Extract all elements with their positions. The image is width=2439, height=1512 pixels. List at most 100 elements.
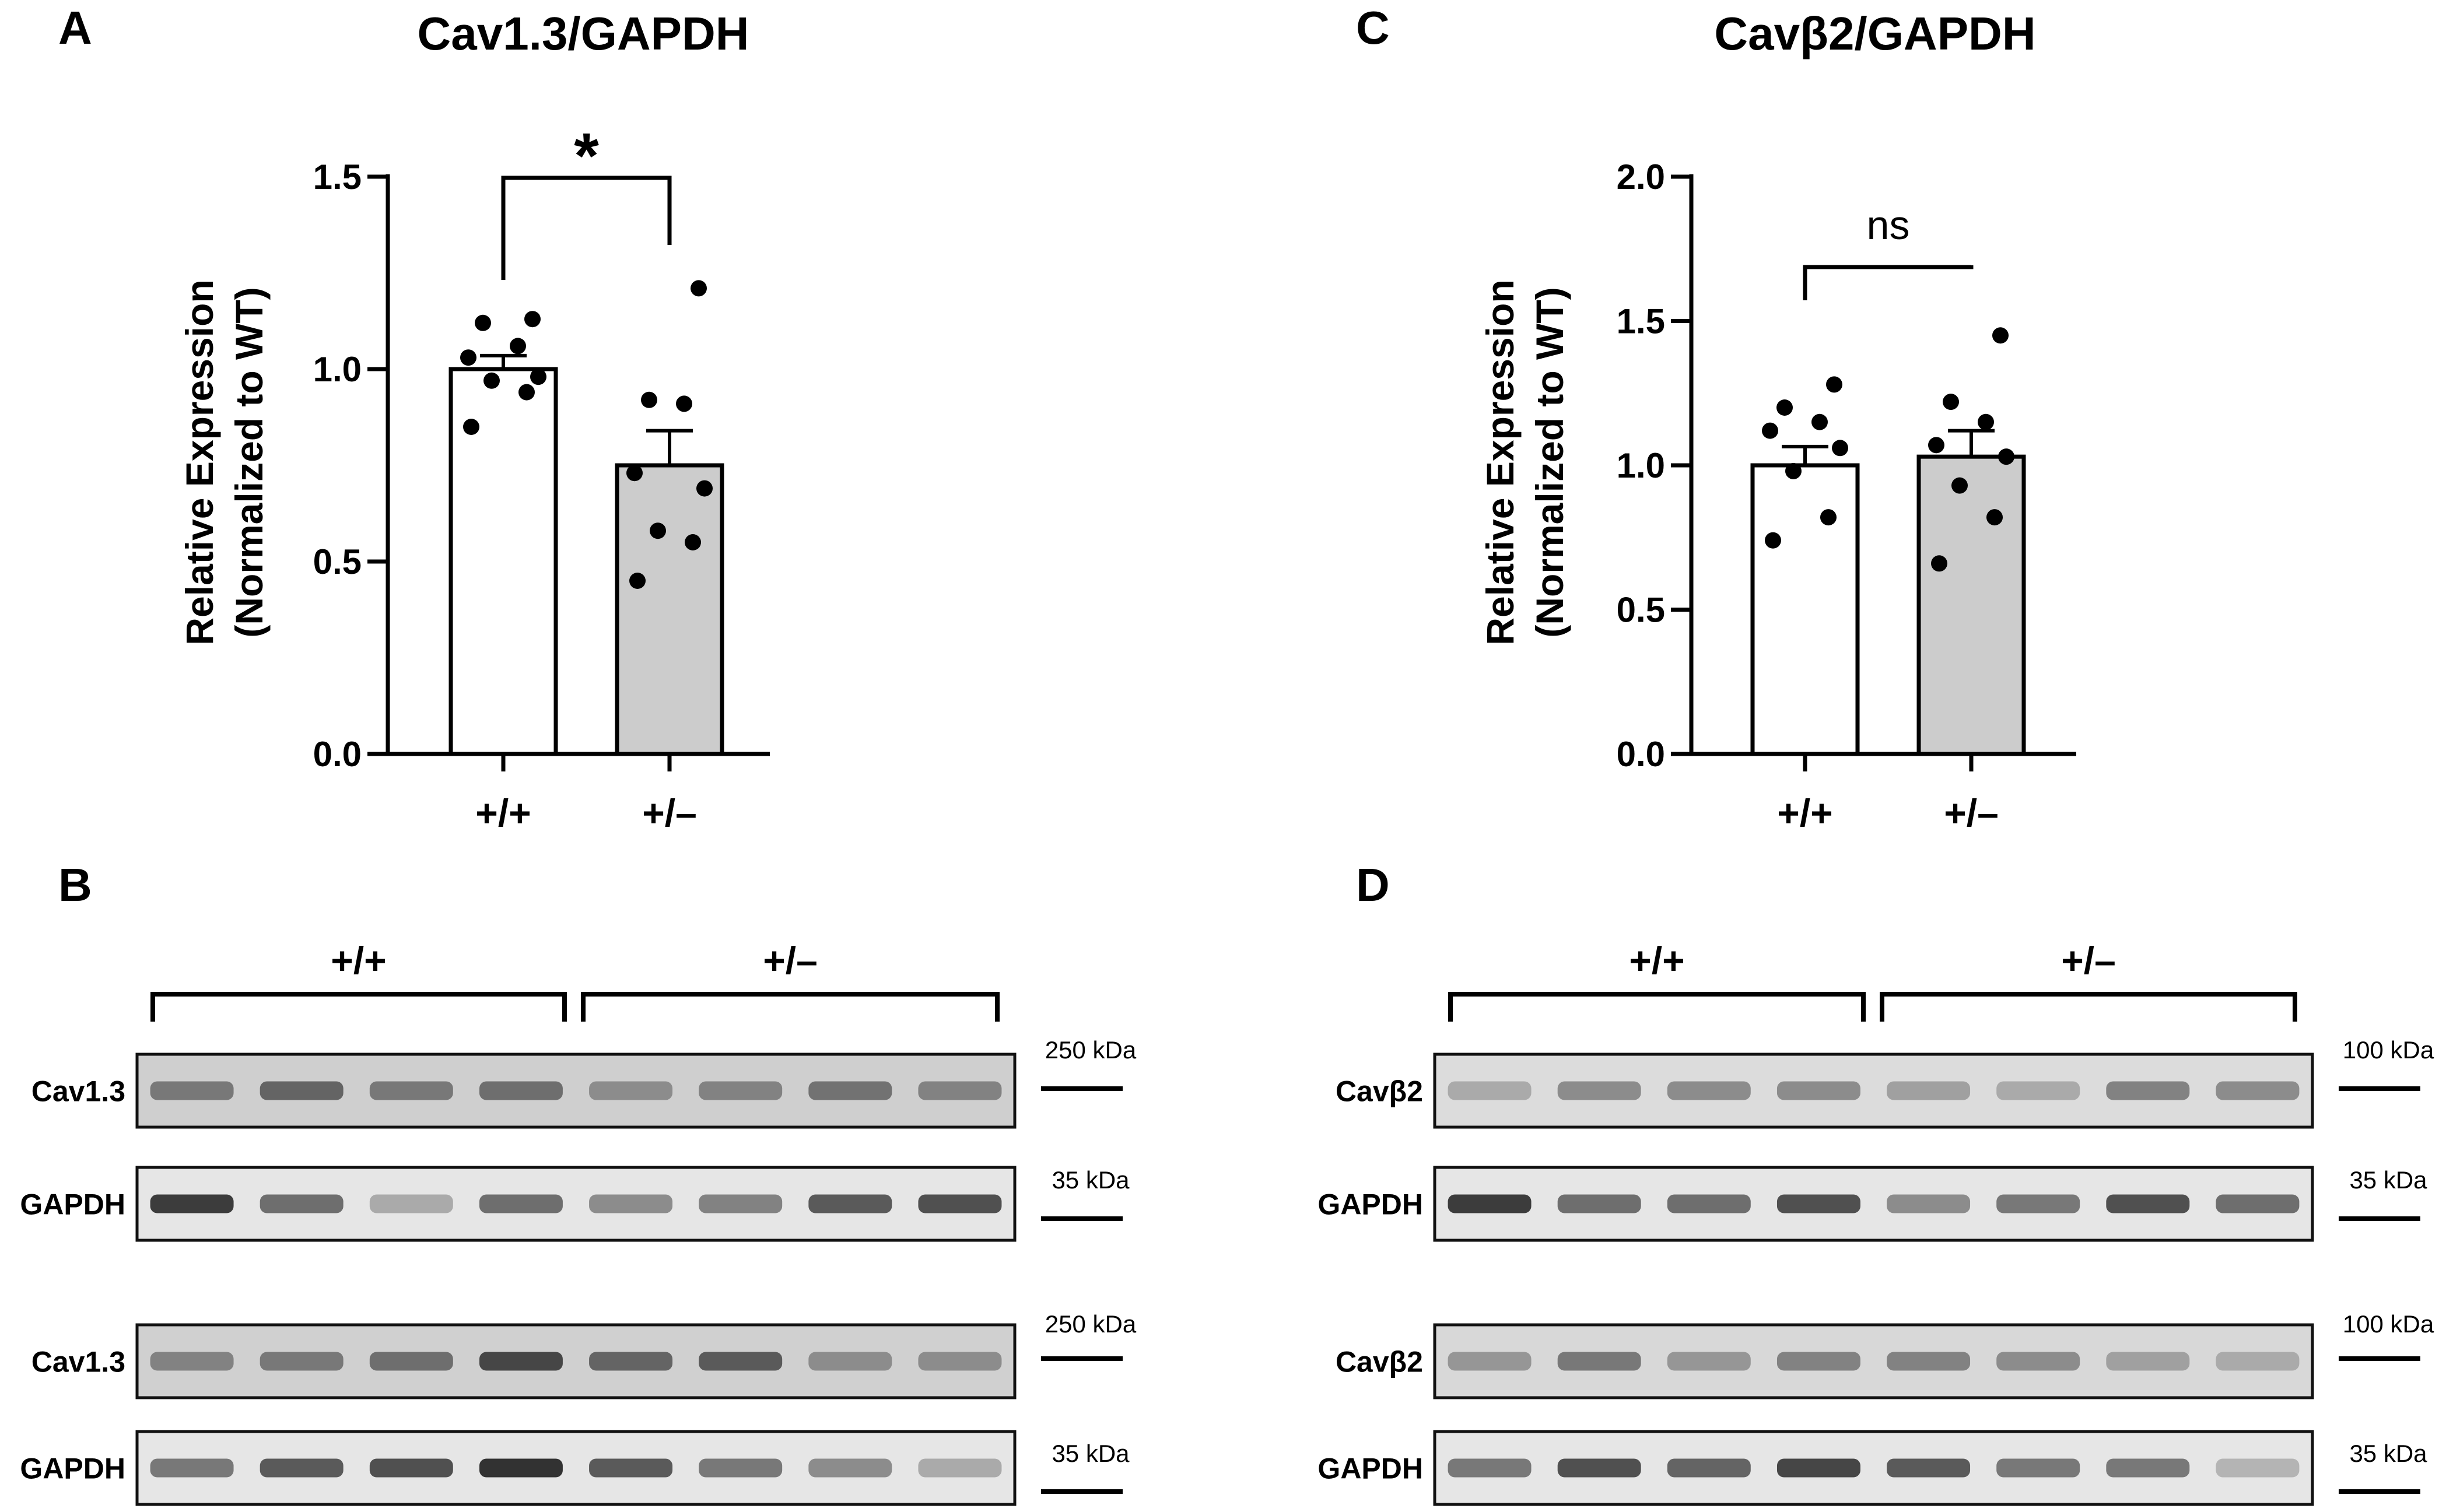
blot-d-marker-label: 35 kDa	[2349, 1440, 2427, 1467]
blot-d-band	[1667, 1081, 1751, 1100]
blot-b-band	[589, 1352, 673, 1371]
blot-d-row-label: Cavβ2	[1336, 1075, 1423, 1108]
blot-d-marker-label: 100 kDa	[2343, 1036, 2434, 1064]
blot-b-group-label: +/+	[331, 939, 386, 982]
blot-d-band	[1776, 1352, 1860, 1371]
blot-b-band	[479, 1194, 563, 1213]
blot-b-band	[260, 1458, 344, 1478]
blot-d-band	[2106, 1081, 2190, 1100]
chart-a-ylabel-line2: (Normalized to WT)	[227, 287, 271, 637]
blot-b-band	[699, 1194, 783, 1213]
blot-b-row-label: Cav1.3	[31, 1346, 125, 1378]
chart-a-data-point	[629, 573, 646, 589]
chart-c-y-tick-label: 0.5	[1617, 591, 1665, 630]
blot-b-band	[808, 1352, 892, 1371]
chart-a-data-point	[650, 522, 666, 539]
blot-b-band	[150, 1458, 234, 1478]
blot-b-band	[369, 1458, 453, 1478]
chart-c-data-point	[1765, 532, 1781, 549]
blot-b-band	[369, 1081, 453, 1100]
chart-c-data-point	[1951, 477, 1968, 494]
blot-d-band	[2216, 1081, 2300, 1100]
blot-d-band	[2216, 1352, 2300, 1371]
blot-d-band	[1448, 1458, 1532, 1478]
blot-d-band	[1776, 1458, 1860, 1478]
blot-d-band	[1996, 1352, 2080, 1371]
chart-c-significance-label: ns	[1867, 202, 1910, 248]
blot-d-group-bracket	[1448, 992, 1866, 1022]
blot-b-band	[150, 1352, 234, 1371]
blot-d-row-label: Cavβ2	[1336, 1346, 1423, 1378]
panel-letter-d: D	[1356, 859, 1390, 911]
chart-a-data-point	[676, 395, 692, 412]
blot-b-band	[589, 1458, 673, 1478]
blot-d-band	[1557, 1458, 1641, 1478]
chart-a-y-tick-label: 1.5	[313, 157, 362, 197]
blot-d-band	[1776, 1081, 1860, 1100]
blot-b-band	[918, 1194, 1002, 1213]
chart-a-data-point	[518, 384, 535, 401]
chart-a-data-point	[691, 280, 707, 297]
chart-c-data-point	[1811, 413, 1828, 430]
blot-d-band	[1996, 1458, 2080, 1478]
blot-b-band	[918, 1352, 1002, 1371]
blot-b-band	[479, 1081, 563, 1100]
blot-b-band	[369, 1194, 453, 1213]
blot-d-band	[1557, 1194, 1641, 1213]
western-blot-b: +/+ +/– Cav1.3 250 kDa GAPDH 35 kDa Cav1.3 250 …	[20, 939, 1137, 1506]
blot-d-band	[2106, 1352, 2190, 1371]
blot-d-group-label: +/–	[2061, 939, 2116, 982]
blot-d-band	[1667, 1458, 1751, 1478]
blot-b-marker-label: 35 kDa	[1052, 1440, 1130, 1467]
chart-a-ylabel-line1: Relative Expression	[178, 279, 221, 645]
chart-a-data-point	[641, 391, 657, 408]
chart-c-data-point	[1762, 422, 1778, 439]
blot-d-band	[1448, 1194, 1532, 1213]
panel-letter-b: B	[58, 859, 92, 911]
chart-c-data-point	[1785, 462, 1802, 479]
blot-d-band	[2106, 1194, 2190, 1213]
blot-b-band	[479, 1352, 563, 1371]
chart-c-category-label: +/–	[1944, 791, 1999, 834]
chart-a-data-point	[463, 419, 479, 435]
blot-b-group-bracket	[581, 992, 1000, 1022]
blot-b-row-label: Cav1.3	[31, 1075, 125, 1108]
blot-d-band	[1887, 1081, 1971, 1100]
chart-a-data-point	[510, 338, 526, 355]
blot-b-marker-label: 35 kDa	[1052, 1166, 1130, 1194]
blot-b-band	[260, 1081, 344, 1100]
blot-b-marker-label: 250 kDa	[1045, 1036, 1137, 1064]
blot-d-band	[1667, 1194, 1751, 1213]
chart-a-category-label: +/–	[642, 791, 697, 834]
blot-b-band	[699, 1458, 783, 1478]
chart-c-ylabel-line1: Relative Expression	[1478, 279, 1522, 645]
blot-d-band	[1557, 1081, 1641, 1100]
chart-a-bar	[615, 463, 724, 756]
chart-c-y-tick-label: 1.0	[1617, 446, 1665, 485]
chart-a: Cav1.3/GAPDH Relative Expression (Normal…	[178, 8, 770, 834]
blot-b-band	[260, 1352, 344, 1371]
blot-b-band	[918, 1081, 1002, 1100]
chart-a-category-label: +/+	[475, 791, 531, 834]
chart-a-data-point	[475, 314, 491, 331]
chart-c-data-point	[1928, 437, 1944, 454]
blot-b-band	[479, 1458, 563, 1478]
blot-b-band	[699, 1352, 783, 1371]
blot-d-band	[1557, 1352, 1641, 1371]
blot-b-band	[808, 1194, 892, 1213]
chart-a-y-tick-label: 1.0	[313, 350, 362, 389]
chart-c-data-point	[1992, 327, 2009, 344]
blot-b-band	[699, 1081, 783, 1100]
blot-d-band	[1996, 1194, 2080, 1213]
chart-c-data-point	[1998, 448, 2014, 465]
blot-b-band	[918, 1458, 1002, 1478]
blot-d-band	[2106, 1458, 2190, 1478]
blot-b-band	[150, 1081, 234, 1100]
panel-letter-c: C	[1356, 2, 1390, 54]
chart-c-data-point	[1826, 376, 1842, 393]
blot-d-band	[1776, 1194, 1860, 1213]
blot-b-band	[589, 1081, 673, 1100]
chart-c-data-point	[1943, 394, 1959, 411]
chart-a-data-point	[524, 311, 541, 328]
chart-c-ylabel-line2: (Normalized to WT)	[1528, 287, 1571, 637]
